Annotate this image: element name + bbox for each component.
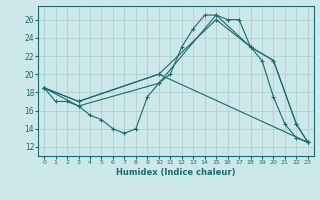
X-axis label: Humidex (Indice chaleur): Humidex (Indice chaleur) [116,168,236,177]
